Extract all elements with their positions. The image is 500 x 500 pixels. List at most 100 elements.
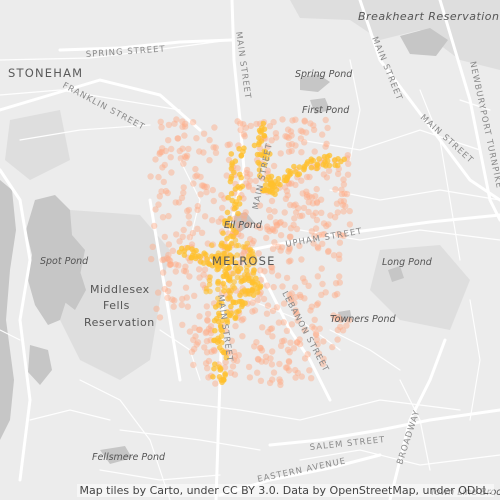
density-dot	[313, 336, 321, 343]
density-dot	[332, 315, 339, 323]
density-dot	[302, 129, 310, 136]
density-dot	[158, 124, 165, 131]
density-dot	[231, 205, 238, 212]
density-dot	[277, 378, 284, 385]
density-dot	[282, 195, 290, 202]
density-dot	[222, 371, 228, 377]
density-dot	[244, 240, 250, 247]
density-dot	[172, 268, 179, 275]
density-dot	[188, 348, 196, 355]
density-dot	[280, 319, 287, 326]
density-dot	[296, 164, 303, 170]
density-dot	[180, 160, 187, 167]
density-dot	[224, 141, 231, 149]
density-dot	[221, 243, 228, 250]
density-dot	[324, 248, 332, 255]
density-dot	[341, 156, 348, 163]
density-dot	[254, 355, 262, 363]
density-dot	[262, 358, 270, 365]
density-dot	[170, 303, 177, 310]
density-dot	[228, 303, 234, 310]
density-dot	[159, 256, 166, 264]
density-dot	[256, 172, 263, 179]
density-dot	[253, 339, 260, 346]
density-dot	[214, 262, 221, 269]
density-dot	[294, 339, 301, 346]
density-dot	[299, 190, 306, 197]
density-dot	[196, 326, 203, 333]
density-dot	[322, 163, 329, 169]
density-dot	[201, 266, 209, 273]
density-dot	[269, 376, 276, 383]
density-dot	[321, 230, 328, 238]
density-dot	[168, 169, 175, 176]
density-dot	[212, 144, 219, 151]
density-dot	[191, 345, 198, 353]
density-dot	[273, 221, 280, 228]
density-dot	[301, 295, 308, 302]
density-dot	[215, 318, 222, 325]
density-dot	[196, 274, 203, 281]
density-dot	[215, 295, 221, 302]
density-dot	[197, 253, 204, 260]
density-dot	[246, 291, 253, 297]
density-dot	[276, 219, 283, 227]
density-dot	[264, 328, 272, 336]
density-dot	[203, 183, 210, 190]
place-labels: STONEHAM MELROSE	[8, 66, 276, 268]
density-dot	[332, 186, 339, 193]
density-dot	[341, 190, 348, 197]
density-dot	[337, 198, 344, 205]
density-dot	[156, 193, 163, 200]
density-dot	[199, 281, 207, 288]
density-dot	[181, 120, 189, 128]
density-dot	[179, 233, 186, 240]
density-dot	[190, 336, 197, 344]
density-dot	[287, 128, 295, 135]
density-dot	[346, 207, 353, 215]
density-dot	[314, 300, 322, 307]
density-dot	[314, 243, 321, 250]
density-dot	[303, 191, 311, 198]
density-dot	[274, 222, 281, 229]
density-dot	[212, 149, 220, 156]
density-dot	[174, 135, 182, 142]
density-dot	[333, 200, 341, 207]
density-dot	[165, 251, 172, 259]
park-label-middlesex: Middlesex	[90, 283, 150, 296]
density-dot	[227, 222, 233, 229]
place-label-melrose: MELROSE	[212, 254, 276, 268]
density-dot	[301, 278, 308, 285]
density-dot	[235, 352, 242, 359]
density-dot	[297, 135, 305, 142]
density-dot	[248, 275, 254, 282]
density-dot	[334, 230, 342, 238]
density-dot	[211, 365, 217, 372]
density-dot	[297, 127, 304, 134]
density-dot	[147, 173, 154, 180]
density-dot	[286, 172, 293, 178]
road-upham	[248, 213, 500, 252]
density-dot	[225, 295, 231, 302]
road-newburyport	[438, 0, 500, 222]
density-dot	[234, 118, 241, 125]
density-dot	[336, 239, 344, 246]
density-dot	[156, 149, 164, 156]
density-dot	[239, 299, 245, 305]
density-dot	[311, 233, 318, 240]
density-dot	[223, 354, 230, 361]
road-salem	[268, 408, 500, 447]
density-dot	[285, 134, 292, 141]
density-dot	[281, 337, 288, 344]
density-dot	[281, 209, 288, 216]
density-dot	[190, 361, 197, 369]
density-dot	[250, 269, 256, 276]
density-dot	[210, 346, 218, 354]
density-dot	[173, 116, 180, 123]
density-dot	[336, 279, 343, 286]
density-dot	[211, 347, 218, 355]
density-dot	[316, 325, 323, 332]
